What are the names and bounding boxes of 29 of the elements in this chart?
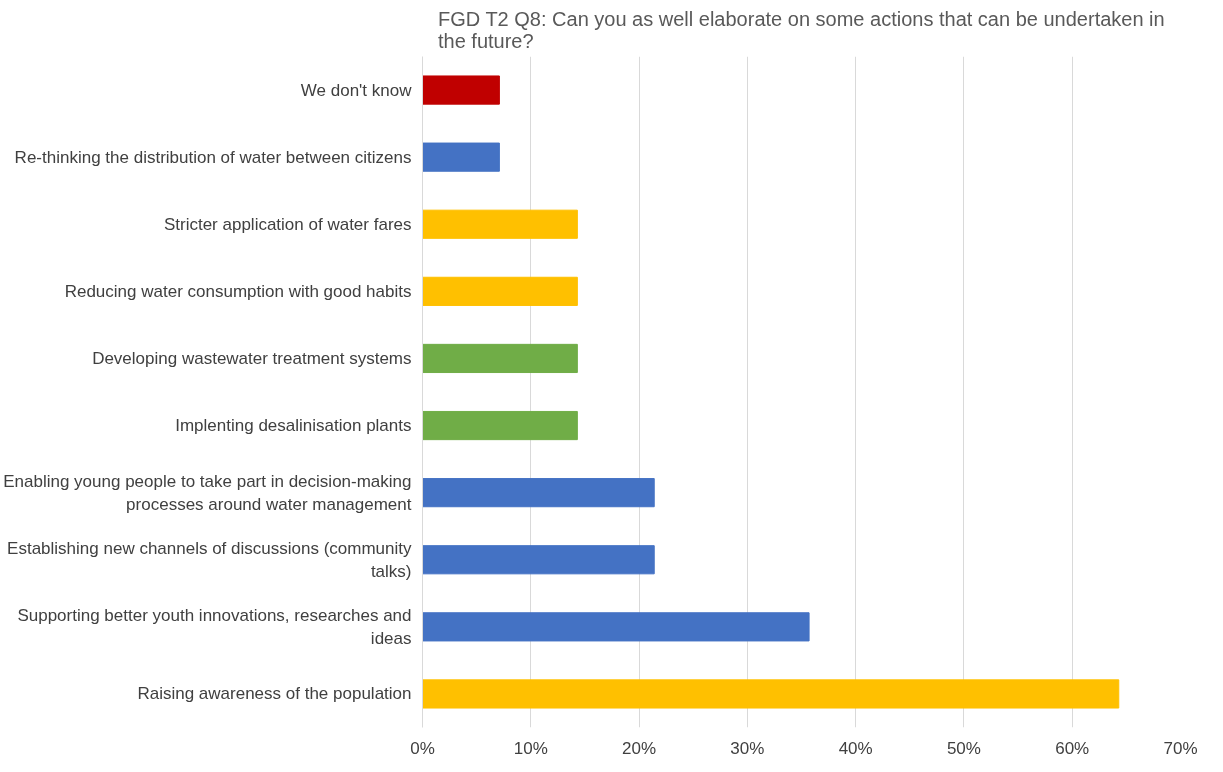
y-tick-label: Stricter application of water fares: [163, 214, 412, 234]
chart-title: FGD T2 Q8: Can you as well elaborate on some actions that can be undertaken in the future?: [437, 7, 1165, 52]
y-tick-label: Re-thinking the distribution of water between citizens: [14, 147, 412, 167]
bar: [422, 679, 1120, 709]
y-tick-label: Developing wastewater treatment systems: [92, 348, 412, 368]
bar: [422, 276, 578, 306]
bar: [422, 545, 655, 575]
bar: [422, 343, 578, 374]
y-tick-label: Reducing water consumption with good habits: [64, 281, 412, 301]
x-tick-label: 20%: [622, 738, 657, 758]
x-tick-label: 70%: [1163, 738, 1198, 758]
x-tick-label: 10%: [513, 738, 548, 758]
bar: [422, 142, 500, 172]
x-tick-label: 0%: [410, 738, 435, 758]
bar: [422, 612, 810, 642]
y-tick-label: Establishing new channels of discussions (community talks): [7, 538, 412, 581]
y-tick-label: We don't know: [300, 80, 413, 100]
x-tick-label: 30%: [730, 738, 765, 758]
x-tick-label: 60%: [1055, 738, 1090, 758]
bar: [422, 478, 655, 508]
bar: [422, 209, 578, 239]
y-tick-label: Raising awareness of the population: [137, 684, 412, 704]
y-tick-label: Supporting better youth innovations, researches and ideas: [17, 605, 412, 648]
bar: [422, 75, 500, 105]
y-tick-label: Enabling young people to take part in decision-making processes around water management: [3, 471, 412, 514]
x-tick-label: 40%: [838, 738, 873, 758]
bar: [422, 410, 578, 441]
y-tick-label: Implenting desalinisation plants: [175, 416, 412, 436]
x-tick-label: 50%: [946, 738, 981, 758]
